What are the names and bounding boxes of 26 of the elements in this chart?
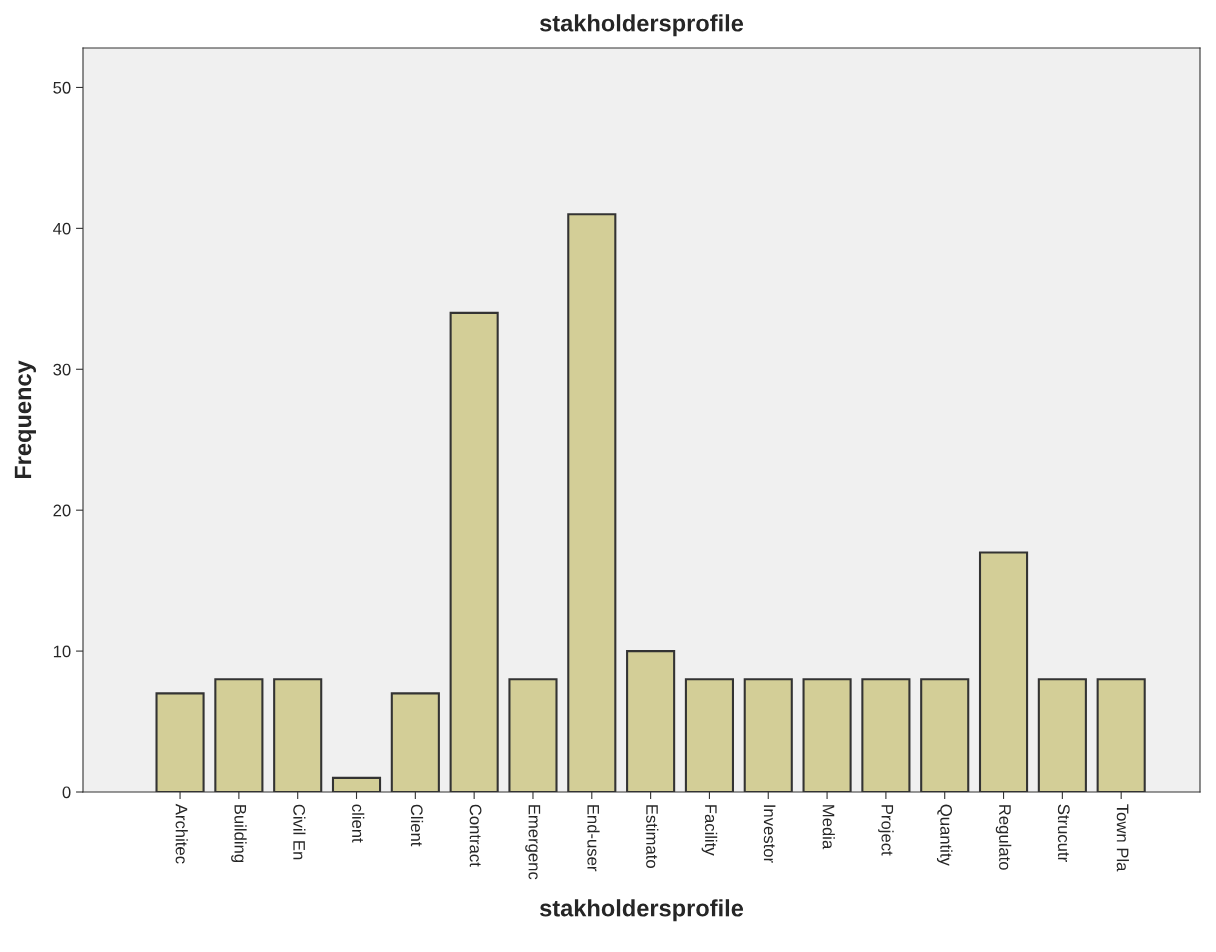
y-axis-title: Frequency <box>14 360 36 479</box>
x-tick-label: Estimato <box>646 805 659 868</box>
chart-title: stakholdersprofile <box>540 14 744 37</box>
x-tick-label: Architec <box>175 803 188 864</box>
x-tick-label: Regulato <box>995 805 1012 870</box>
x-tick-label: client <box>352 804 365 843</box>
y-tick-label: 30 <box>53 363 71 376</box>
x-tick-label: Building <box>231 805 247 863</box>
y-tick-label: 40 <box>53 222 71 235</box>
x-axis-title: stakholdersprofile <box>540 899 744 922</box>
y-tick-label: 10 <box>53 645 71 658</box>
y-tick-label: 50 <box>53 81 71 94</box>
x-tick-label: Civil En <box>293 804 306 860</box>
x-tick-label: Client <box>410 804 424 847</box>
x-tick-label: Media <box>822 805 835 850</box>
y-tick-label: 0 <box>62 786 71 799</box>
x-tick-label: End-user <box>587 805 600 872</box>
x-tick-label: Strucutr <box>1057 804 1070 862</box>
y-tick-label: 20 <box>53 504 71 517</box>
x-tick-label: Investor <box>763 805 776 863</box>
x-tick-label: Project <box>878 805 894 856</box>
x-tick-label: Quantity <box>936 804 953 866</box>
x-tick-label: Town Pla <box>1116 804 1129 872</box>
x-tick-label: Contract <box>469 804 482 867</box>
x-tick-label: Facility <box>701 805 718 856</box>
x-tick-label: Emergenc <box>525 805 541 880</box>
